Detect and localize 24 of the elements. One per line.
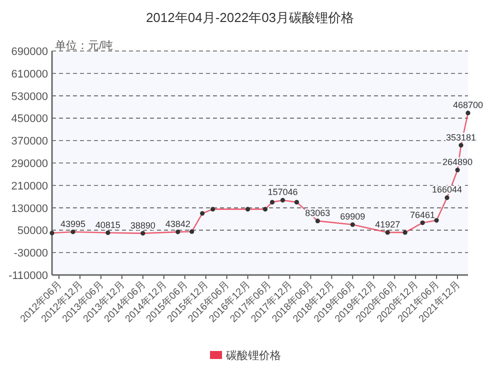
y-tick-label: -110000 <box>8 270 48 282</box>
y-tick-label: 690000 <box>11 46 48 58</box>
y-tick-label: -30000 <box>14 248 48 260</box>
data-label: 38890 <box>130 220 156 230</box>
y-tick-label: 450000 <box>11 113 48 126</box>
data-label: 157046 <box>268 187 298 198</box>
data-label: 40815 <box>95 220 120 230</box>
y-tick-label: 290000 <box>11 158 48 170</box>
y-tick-label: 530000 <box>11 90 48 103</box>
data-label: 69909 <box>340 212 366 222</box>
y-tick-label: 50000 <box>17 225 48 238</box>
y-tick-label: 610000 <box>11 68 48 80</box>
y-tick-label: 210000 <box>11 180 48 192</box>
annotation: 单位：元/吨 <box>55 40 114 52</box>
legend: 碳酸锂价格 <box>210 350 281 362</box>
legend-label: 碳酸锂价格 <box>225 350 281 362</box>
data-label: 43842 <box>165 218 190 229</box>
title: 2012年04月-2022年03月碳酸锂价格 <box>146 10 354 25</box>
data-label: 43995 <box>60 218 86 229</box>
data-label: 76461 <box>410 210 436 220</box>
data-label: 41927 <box>375 219 400 230</box>
y-tick-label: 130000 <box>11 202 48 215</box>
data-label: 468700 <box>452 100 484 110</box>
y-tick-label: 370000 <box>11 136 48 148</box>
